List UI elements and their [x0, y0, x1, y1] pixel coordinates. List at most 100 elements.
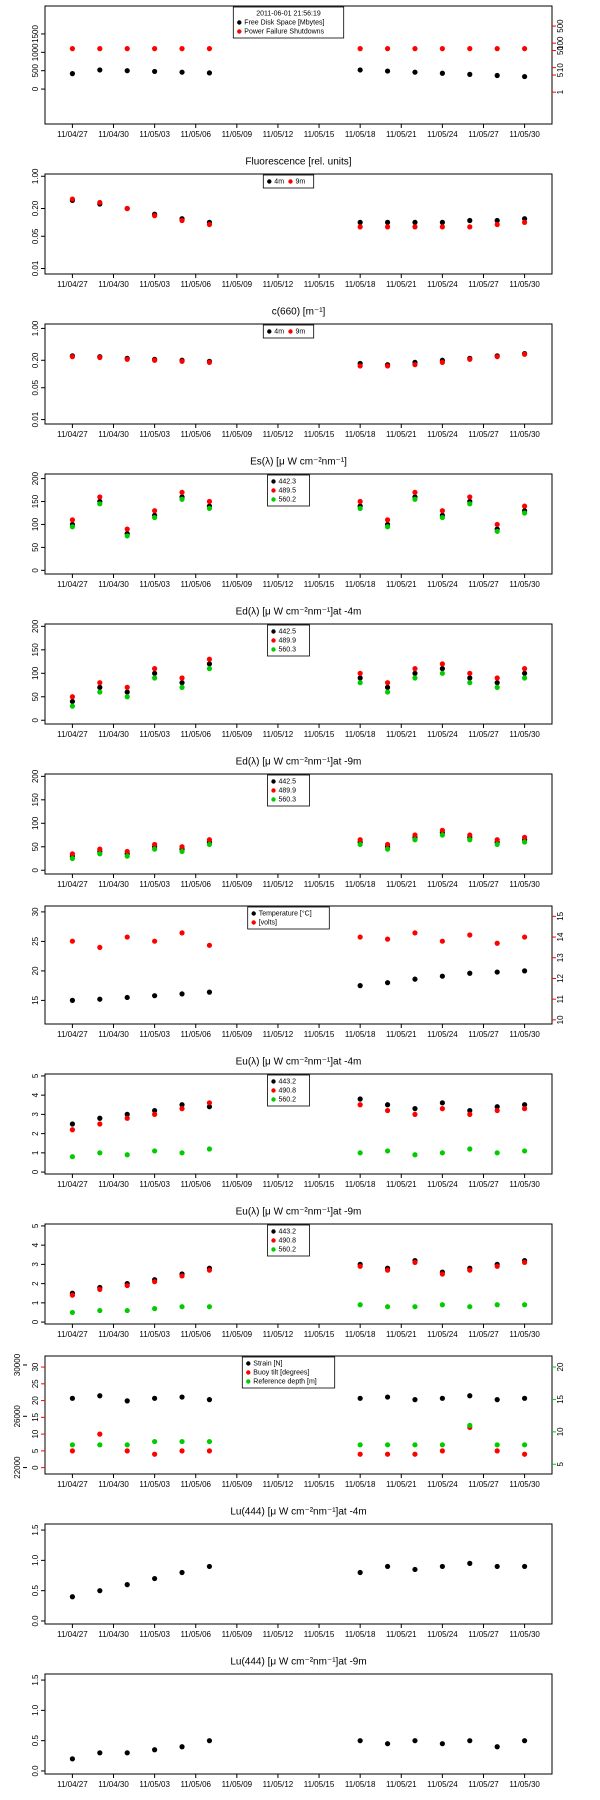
data-point	[69, 524, 76, 530]
x-tick-label: 11/05/21	[386, 880, 417, 889]
data-point	[521, 73, 528, 80]
data-point	[412, 1259, 418, 1266]
x-tick-label: 11/05/09	[222, 1030, 253, 1039]
y-tick-label: 50	[31, 692, 40, 701]
data-point	[494, 684, 500, 690]
x-tick-label: 11/05/24	[427, 1030, 458, 1039]
x-tick-label: 11/05/27	[468, 280, 499, 289]
y-tick-label: 1	[31, 1150, 40, 1155]
y2-tick-label: 12	[556, 973, 565, 982]
y-tick-label: 100	[31, 517, 40, 531]
legend-label: 489.9	[279, 787, 297, 794]
legend-swatch	[271, 629, 276, 634]
data-point	[384, 1563, 391, 1570]
data-point	[412, 930, 418, 936]
x-tick-label: 11/05/09	[222, 280, 253, 289]
x-tick-label: 11/05/27	[468, 1630, 499, 1639]
y-tick-label: 30000	[13, 1353, 22, 1376]
data-point	[439, 1150, 445, 1156]
data-point	[494, 217, 500, 224]
x-tick-label: 11/05/06	[180, 130, 211, 139]
x-tick-label: 11/05/21	[386, 430, 417, 439]
legend-label: 442.5	[279, 628, 297, 635]
y2-tick-label: 25	[31, 1379, 40, 1388]
data-point	[179, 1102, 185, 1108]
data-point	[179, 1273, 185, 1279]
data-point	[69, 1594, 76, 1600]
legend-swatch	[271, 1097, 276, 1102]
y-tick-label: 30	[31, 907, 40, 916]
data-point	[439, 661, 445, 667]
data-point	[384, 1442, 391, 1448]
x-tick-label: 11/04/27	[57, 1780, 88, 1789]
data-point	[97, 684, 103, 690]
x-tick-label: 11/05/15	[304, 1480, 335, 1489]
x-tick-label: 11/05/15	[304, 580, 335, 589]
legend-swatch	[271, 488, 276, 493]
panel: Eu(λ) [μ W cm⁻²nm⁻¹]at -9m 11/04/27 11/04/…	[31, 1207, 553, 1339]
y3-tick-label: 5	[556, 1462, 565, 1467]
x-tick-label: 11/05/15	[304, 880, 335, 889]
x-tick-label: 11/05/27	[468, 1480, 499, 1489]
x-tick-label: 11/04/30	[98, 1330, 129, 1339]
data-point	[124, 1111, 130, 1117]
y-tick-label: 0	[31, 1319, 40, 1324]
x-tick-label: 11/05/12	[263, 730, 294, 739]
data-point	[152, 1747, 158, 1753]
y-tick-label: 1	[31, 1300, 40, 1305]
plot-frame	[44, 905, 553, 1025]
data-point	[97, 1431, 103, 1437]
x-tick-label: 11/05/09	[222, 730, 253, 739]
data-point	[467, 71, 473, 77]
x-tick-label: 11/04/30	[98, 1780, 129, 1789]
data-point	[467, 1107, 473, 1114]
x-tick-label: 11/05/15	[304, 1030, 335, 1039]
data-point	[152, 666, 158, 672]
data-point	[439, 1448, 445, 1454]
panel-title: Es(λ) [μ W cm⁻²nm⁻¹]	[250, 457, 347, 468]
data-point	[521, 1442, 528, 1448]
data-point	[124, 1582, 130, 1588]
x-tick-label: 11/04/30	[98, 730, 129, 739]
data-point	[152, 1107, 158, 1114]
data-point	[494, 1442, 500, 1448]
data-point	[69, 1127, 76, 1133]
data-point	[179, 1150, 185, 1156]
data-point	[467, 501, 473, 507]
x-tick-label: 11/05/27	[468, 1780, 499, 1789]
x-tick-label: 11/05/15	[304, 730, 335, 739]
data-point	[384, 68, 391, 74]
y-tick-label: 150	[31, 793, 40, 807]
data-point	[357, 67, 363, 73]
legend-swatch	[271, 1079, 276, 1084]
data-point	[494, 841, 500, 848]
data-point	[467, 1304, 473, 1310]
data-point	[97, 1442, 103, 1448]
x-tick-label: 11/05/15	[304, 1780, 335, 1789]
data-point	[521, 46, 528, 52]
legend-label: 9m	[296, 178, 306, 185]
y-tick-label: 0	[31, 867, 40, 872]
data-point	[521, 216, 528, 222]
data-point	[494, 1397, 500, 1403]
x-tick-label: 11/05/21	[386, 730, 417, 739]
x-tick-label: 11/05/12	[263, 1180, 294, 1189]
data-point	[467, 932, 473, 938]
x-tick-label: 11/05/21	[386, 1330, 417, 1339]
data-point	[124, 68, 130, 74]
data-point	[521, 968, 528, 974]
data-point	[179, 684, 185, 690]
y-tick-label: 0.05	[31, 228, 40, 244]
data-point	[124, 533, 130, 539]
x-tick-label: 11/05/21	[386, 280, 417, 289]
data-point	[439, 70, 445, 76]
data-point	[124, 934, 130, 940]
data-point	[97, 199, 103, 206]
y2-tick-label: 11	[556, 994, 565, 1003]
data-point	[467, 1422, 473, 1428]
data-point	[97, 354, 103, 361]
data-point	[467, 837, 473, 843]
x-tick-label: 11/05/18	[345, 1630, 376, 1639]
x-tick-label: 11/05/09	[222, 430, 253, 439]
data-point	[179, 844, 185, 850]
